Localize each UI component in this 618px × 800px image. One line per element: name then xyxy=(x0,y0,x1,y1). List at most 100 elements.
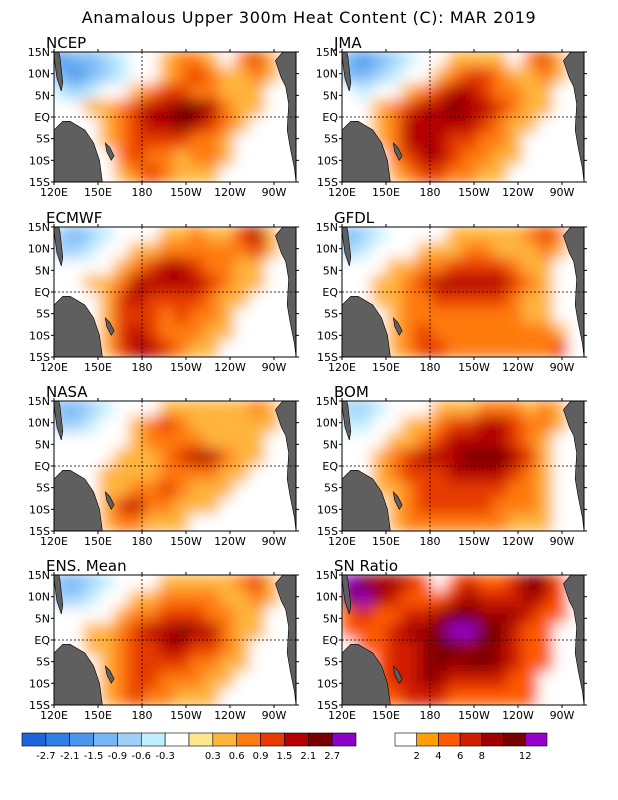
field-ens-mean xyxy=(54,575,296,705)
cell xyxy=(143,687,161,705)
cell xyxy=(98,416,116,435)
cell xyxy=(431,274,449,293)
cell xyxy=(356,575,374,593)
cell xyxy=(113,687,131,705)
land-mass xyxy=(392,317,403,336)
cell xyxy=(371,575,389,593)
cell xyxy=(416,323,434,342)
sn-colorbar: 2 4 6 8 12 xyxy=(394,732,548,762)
cell xyxy=(386,639,404,658)
cell xyxy=(462,432,480,451)
cell xyxy=(83,99,101,118)
colorbar-swatch xyxy=(45,732,71,747)
cell xyxy=(249,227,267,245)
colorbar-swatch xyxy=(188,732,214,747)
cell xyxy=(386,687,404,705)
cell xyxy=(446,52,464,70)
cell xyxy=(446,227,464,245)
cell xyxy=(113,448,131,467)
cell xyxy=(68,242,86,261)
cell xyxy=(492,307,510,326)
cell xyxy=(264,164,282,182)
cell xyxy=(492,291,510,310)
cell xyxy=(386,242,404,261)
cell xyxy=(128,465,146,484)
cell xyxy=(189,655,207,674)
colorbar-label: 0.6 xyxy=(229,751,245,762)
cell xyxy=(462,116,480,135)
cell xyxy=(204,606,222,625)
lat-tick-label: 15N xyxy=(316,569,338,582)
cell xyxy=(113,132,131,151)
colorbar-swatch xyxy=(481,732,504,747)
cell xyxy=(492,148,510,167)
cell xyxy=(462,52,480,70)
cell xyxy=(249,590,267,609)
cell xyxy=(492,116,510,135)
cell xyxy=(386,99,404,118)
lat-tick-label: 10N xyxy=(316,68,338,81)
cell xyxy=(371,401,389,419)
cell xyxy=(174,274,192,293)
field-ecmwf xyxy=(54,227,296,357)
cell xyxy=(204,164,222,182)
cell xyxy=(386,307,404,326)
cell xyxy=(552,307,570,326)
colorbar-label: 4 xyxy=(435,751,441,762)
cell xyxy=(98,242,116,261)
cell xyxy=(158,339,176,357)
colorbar-swatch xyxy=(69,732,94,747)
cell xyxy=(174,622,192,641)
cell xyxy=(189,448,207,467)
cell xyxy=(386,655,404,674)
cell xyxy=(189,164,207,182)
lat-tick-label: 5S xyxy=(324,656,338,669)
cell xyxy=(83,52,101,70)
cell xyxy=(446,497,464,516)
colorbar-label: 6 xyxy=(457,751,463,762)
cell xyxy=(446,323,464,342)
cell xyxy=(219,67,237,86)
cell xyxy=(158,291,176,310)
cell xyxy=(128,323,146,342)
cell xyxy=(68,83,86,102)
cell xyxy=(234,465,252,484)
cell xyxy=(386,291,404,310)
cell xyxy=(264,99,282,118)
lon-tick-label: 180 xyxy=(132,709,153,722)
cell xyxy=(143,83,161,102)
cell xyxy=(264,274,282,293)
cell xyxy=(234,416,252,435)
cell xyxy=(477,83,495,102)
lon-tick-label: 150E xyxy=(84,186,112,199)
cell xyxy=(204,99,222,118)
cell xyxy=(342,274,359,293)
cell xyxy=(219,242,237,261)
cell xyxy=(446,132,464,151)
cell xyxy=(174,258,192,277)
cell xyxy=(83,606,101,625)
cell xyxy=(143,639,161,658)
cell xyxy=(113,307,131,326)
cell xyxy=(68,227,86,245)
cell xyxy=(431,590,449,609)
cell xyxy=(234,291,252,310)
cell xyxy=(371,83,389,102)
cell xyxy=(537,401,555,419)
cell xyxy=(158,655,176,674)
cell xyxy=(477,242,495,261)
cell xyxy=(522,67,540,86)
lon-tick-label: 120W xyxy=(214,535,246,548)
colorbar-label: -0.6 xyxy=(132,751,152,762)
cell xyxy=(552,67,570,86)
cell xyxy=(507,164,525,182)
cell xyxy=(143,622,161,641)
cell xyxy=(249,622,267,641)
panel-title: GFDL xyxy=(334,209,375,227)
land-mass xyxy=(54,470,103,531)
cell xyxy=(98,291,116,310)
cell xyxy=(189,606,207,625)
cell xyxy=(567,164,584,182)
cell xyxy=(68,67,86,86)
cell xyxy=(264,590,282,609)
